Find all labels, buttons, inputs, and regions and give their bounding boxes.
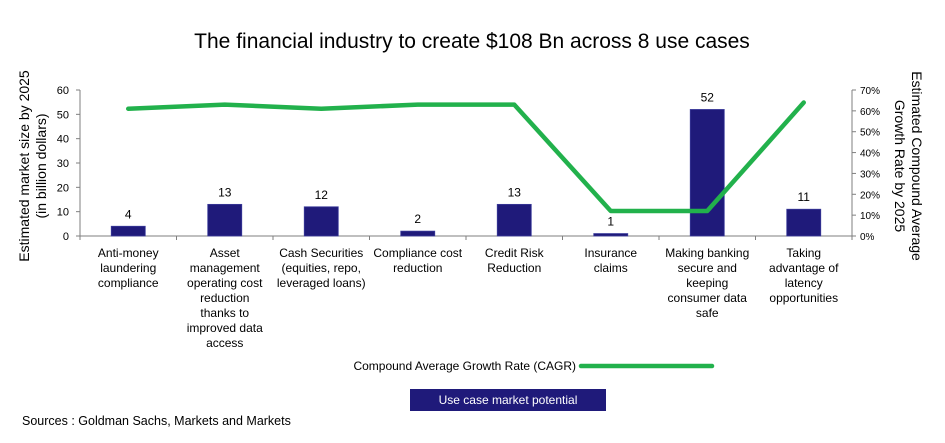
bar [496,203,532,237]
bar-data-label: 52 [701,90,715,104]
x-category-label: Cash Securities (equities, repo, leveraged… [277,246,366,290]
bar [303,206,339,237]
y2-tick-label: 40% [860,149,880,160]
bar-data-label: 2 [414,212,421,226]
cagr-point [126,107,130,111]
cagr-point [802,101,806,105]
bar-data-label: 12 [315,188,329,202]
cagr-point [416,103,420,107]
y-tick-label: 10 [57,207,69,219]
bar-data-label: 4 [125,207,132,221]
y2-tick-label: 70% [860,86,880,97]
legend-bar-label: Use case market potential [439,393,578,407]
cagr-point [512,103,516,107]
bar [689,109,725,237]
chart-title: The financial industry to create $108 Bn… [194,30,750,53]
y-tick-label: 30 [57,158,69,170]
x-category-label: Credit Risk Reduction [485,246,545,275]
y2-tick-label: 50% [860,128,880,139]
cagr-point [609,209,613,213]
bar [593,233,629,237]
bar-data-label: 11 [798,190,811,204]
y2-tick-label: 10% [860,211,880,222]
legend-bar-swatch [410,389,606,411]
legend-cagr-label: Compound Average Growth Rate (CAGR) [353,359,576,373]
y2-axis-title: Estimated Compound AverageGrowth Rate by… [892,71,925,261]
cagr-series-line [126,100,806,214]
x-category-label: Insurance claims [584,246,637,275]
x-category-label: Taking advantage of latency opportunities [769,246,839,305]
y-tick-label: 0 [63,231,69,243]
bar-data-label: 13 [218,185,232,199]
cagr-point [223,103,227,107]
y-tick-label: 20 [57,182,69,194]
y2-tick-label: 30% [860,169,880,180]
bar-data-label: 1 [607,215,614,229]
source-note: Sources : Goldman Sachs, Markets and Mar… [22,414,291,428]
x-category-label: Compliance cost reduction [373,246,462,275]
y2-tick-label: 60% [860,107,880,118]
y2-tick-label: 20% [860,190,880,201]
bar [110,225,146,237]
y-axis-title: Estimated market size by 2025(in billion… [16,70,49,262]
bar-data-label: 13 [508,185,522,199]
bar [207,203,243,237]
bar [400,230,436,237]
x-category-label: Anti-money laundering compliance [98,246,159,290]
y-tick-label: 60 [57,85,69,97]
x-category-label: Asset management operating cost reduction th… [187,246,263,350]
cagr-point [319,107,323,111]
bar [786,208,822,237]
x-category-label: Making banking secure and keeping consumer … [665,246,749,320]
y-tick-label: 50 [57,109,69,121]
y2-tick-label: 0% [860,232,875,243]
y-tick-label: 40 [57,134,69,146]
cagr-point [705,209,709,213]
